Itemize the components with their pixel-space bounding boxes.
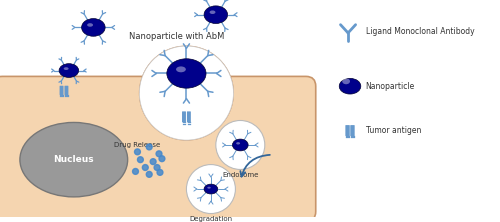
Circle shape [146, 144, 152, 150]
Ellipse shape [59, 64, 78, 77]
Ellipse shape [236, 142, 240, 145]
Ellipse shape [204, 184, 218, 194]
Circle shape [159, 156, 165, 162]
Ellipse shape [342, 78, 350, 84]
Circle shape [154, 165, 160, 170]
Text: Nucleus: Nucleus [54, 155, 94, 164]
FancyBboxPatch shape [350, 125, 354, 136]
Circle shape [132, 168, 138, 174]
Text: Nanoparticle with AbM: Nanoparticle with AbM [129, 32, 224, 41]
Text: Degradation: Degradation [190, 216, 232, 222]
Circle shape [146, 171, 152, 177]
Circle shape [134, 149, 140, 155]
Ellipse shape [176, 66, 186, 72]
Circle shape [138, 157, 143, 163]
FancyBboxPatch shape [60, 86, 64, 95]
Circle shape [156, 151, 162, 157]
Circle shape [150, 159, 156, 165]
Circle shape [157, 169, 163, 175]
Circle shape [140, 46, 234, 140]
Ellipse shape [339, 78, 361, 94]
Ellipse shape [167, 59, 206, 88]
Text: Drug Release: Drug Release [114, 142, 160, 148]
Circle shape [186, 165, 236, 214]
Ellipse shape [64, 67, 68, 70]
Circle shape [216, 121, 265, 169]
Ellipse shape [208, 187, 210, 189]
Text: Endosome: Endosome [222, 172, 258, 178]
FancyBboxPatch shape [64, 86, 68, 95]
Ellipse shape [87, 23, 93, 27]
Text: Nanoparticle: Nanoparticle [366, 82, 415, 91]
Circle shape [140, 46, 234, 140]
Wedge shape [140, 93, 234, 140]
FancyArrowPatch shape [240, 155, 270, 176]
Text: Tumor antigen: Tumor antigen [366, 126, 421, 135]
Ellipse shape [82, 19, 105, 36]
FancyBboxPatch shape [346, 125, 350, 136]
Ellipse shape [20, 123, 128, 197]
Circle shape [142, 165, 148, 170]
Text: Ligand Monoclonal Antibody: Ligand Monoclonal Antibody [366, 27, 474, 36]
FancyBboxPatch shape [0, 76, 316, 221]
FancyBboxPatch shape [182, 111, 186, 122]
Ellipse shape [232, 139, 248, 151]
Ellipse shape [210, 10, 216, 14]
Ellipse shape [204, 6, 228, 24]
FancyBboxPatch shape [187, 111, 191, 122]
